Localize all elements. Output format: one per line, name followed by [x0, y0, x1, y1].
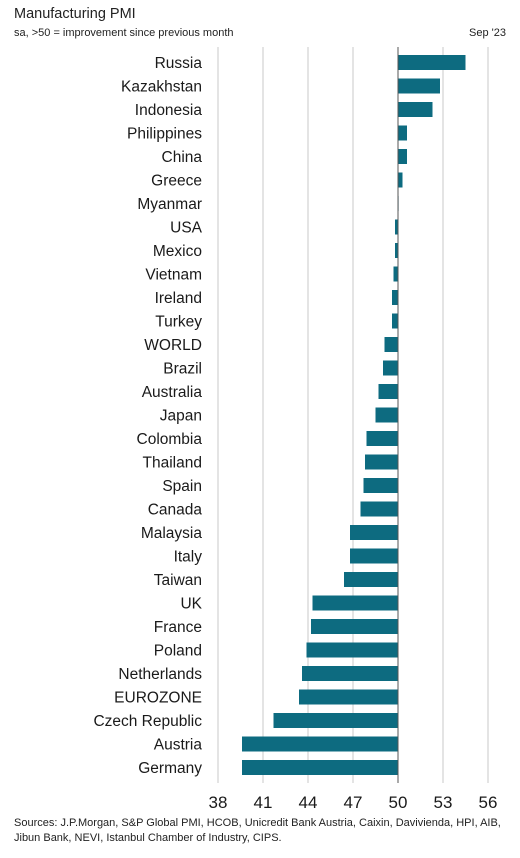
bar	[398, 172, 403, 188]
category-label: Philippines	[127, 126, 202, 143]
category-label: USA	[170, 220, 203, 237]
category-label: Italy	[174, 549, 203, 566]
category-label: Kazakhstan	[121, 79, 202, 96]
category-label: Vietnam	[145, 267, 202, 284]
bar	[350, 548, 398, 564]
bar	[311, 619, 398, 634]
chart-subtitle: sa, >50 = improvement since previous mon…	[14, 27, 234, 39]
category-label: EUROZONE	[114, 690, 202, 707]
bar	[365, 454, 398, 470]
bar	[398, 102, 433, 117]
category-label: Spain	[162, 478, 202, 495]
bar	[312, 595, 398, 611]
category-label: Poland	[154, 643, 202, 660]
bar	[306, 642, 398, 658]
bar	[350, 525, 398, 540]
category-label: Greece	[151, 173, 202, 190]
bar	[375, 407, 398, 423]
category-label: Australia	[142, 384, 203, 401]
bar	[378, 384, 398, 399]
bar	[366, 431, 398, 446]
category-label: Netherlands	[118, 666, 202, 683]
category-label: Malaysia	[141, 525, 203, 542]
bar	[344, 572, 398, 587]
bar	[398, 149, 407, 164]
bar	[392, 290, 398, 305]
bar	[393, 266, 398, 282]
category-label: Canada	[148, 502, 203, 519]
source-note: Sources: J.P.Morgan, S&P Global PMI, HCO…	[14, 817, 501, 844]
bar	[395, 219, 398, 235]
category-label: Mexico	[153, 243, 202, 260]
bar	[398, 55, 466, 70]
category-label: Germany	[138, 760, 202, 777]
period-label: Sep '23	[469, 27, 506, 39]
bar	[299, 689, 398, 705]
category-label: Indonesia	[135, 102, 203, 119]
category-label: France	[154, 619, 202, 636]
category-label: Taiwan	[154, 572, 202, 589]
bar	[398, 78, 440, 94]
bar	[242, 760, 398, 775]
bar	[395, 243, 398, 258]
category-label: WORLD	[144, 337, 202, 354]
category-label: Russia	[155, 55, 203, 72]
category-label: Colombia	[137, 431, 203, 448]
x-tick-label: 50	[389, 793, 408, 812]
bar	[383, 360, 398, 376]
x-tick-label: 44	[299, 793, 318, 812]
x-tick-label: 53	[434, 793, 453, 812]
category-label: Czech Republic	[93, 713, 202, 730]
chart-title: Manufacturing PMI	[14, 6, 136, 22]
bar	[273, 713, 398, 728]
category-label: Austria	[154, 737, 203, 754]
bar	[302, 666, 398, 681]
bar	[398, 125, 407, 141]
bar	[384, 337, 398, 352]
category-label: UK	[180, 596, 202, 613]
category-label: Japan	[160, 408, 202, 425]
x-tick-label: 47	[344, 793, 363, 812]
category-label: China	[162, 149, 203, 166]
bar	[363, 478, 398, 493]
x-tick-label: 41	[254, 793, 273, 812]
category-label: Thailand	[143, 455, 202, 472]
bar	[242, 736, 398, 752]
bar	[392, 313, 398, 329]
category-label: Turkey	[155, 314, 202, 331]
category-label: Brazil	[163, 361, 202, 378]
category-label: Ireland	[155, 290, 202, 307]
bar	[360, 501, 398, 517]
x-tick-label: 38	[209, 793, 228, 812]
category-label: Myanmar	[137, 196, 202, 213]
x-tick-label: 56	[479, 793, 498, 812]
